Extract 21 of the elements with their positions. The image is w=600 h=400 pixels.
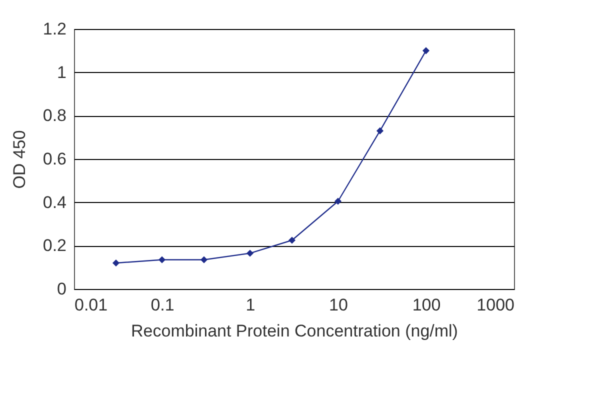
y-axis-title: OD 450 — [10, 130, 29, 189]
x-tick-label: 0.1 — [150, 296, 174, 314]
x-tick-label: 100 — [412, 296, 441, 314]
point — [246, 250, 254, 257]
point — [334, 198, 342, 205]
x-tick-label: 0.01 — [74, 296, 108, 314]
x-tick-label: 1 — [246, 296, 256, 314]
point — [112, 259, 120, 267]
point — [288, 236, 296, 244]
point — [200, 256, 208, 264]
y-tick-label: 1.2 — [42, 20, 66, 38]
x-axis-title: Recombinant Protein Concentration (ng/ml) — [131, 322, 458, 340]
point — [422, 47, 430, 54]
y-tick-label: 0.2 — [42, 236, 66, 256]
y-tick-label: 0 — [57, 280, 66, 298]
y-tick-label: 0.4 — [42, 192, 66, 212]
x-tick-label: 10 — [329, 296, 348, 314]
y-tick-label: 0.6 — [42, 150, 66, 168]
x-tick-label: 1000 — [476, 296, 514, 314]
y-tick-label: 1 — [57, 62, 66, 82]
y-tick-label: 0.8 — [42, 106, 66, 126]
